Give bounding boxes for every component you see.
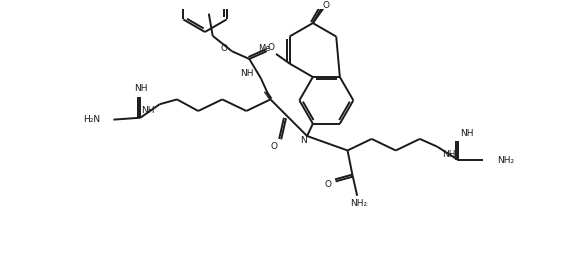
- Text: Me: Me: [258, 44, 270, 53]
- Text: NH: NH: [134, 84, 147, 93]
- Text: NH: NH: [442, 150, 456, 159]
- Text: NH₂: NH₂: [350, 199, 368, 208]
- Text: NH₂: NH₂: [497, 156, 514, 165]
- Text: NH: NH: [239, 69, 253, 78]
- Text: O: O: [271, 142, 278, 151]
- Text: NH: NH: [460, 129, 474, 138]
- Text: H₂N: H₂N: [83, 115, 100, 124]
- Text: O: O: [325, 180, 332, 189]
- Text: N: N: [300, 136, 307, 145]
- Text: O: O: [323, 1, 330, 10]
- Text: O: O: [268, 43, 275, 52]
- Text: NH: NH: [142, 106, 155, 115]
- Text: O: O: [220, 44, 227, 53]
